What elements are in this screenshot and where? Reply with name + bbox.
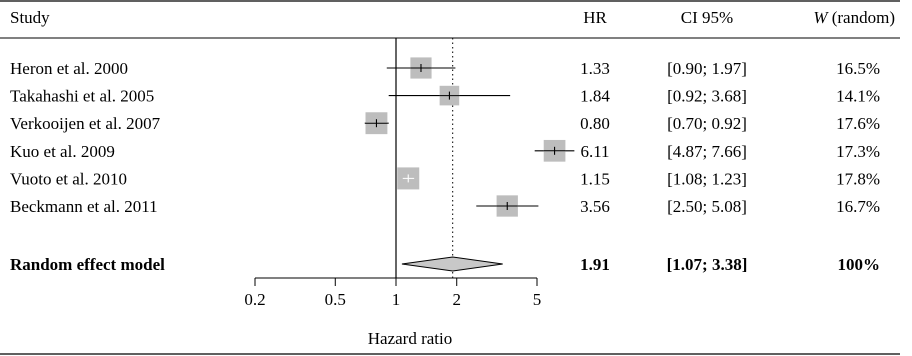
study-hr: 1.15 bbox=[580, 169, 610, 188]
study-hr: 1.84 bbox=[580, 87, 610, 106]
header-study: Study bbox=[10, 8, 50, 27]
study-weight: 17.3% bbox=[836, 142, 880, 161]
header-weight-rest: (random) bbox=[827, 8, 895, 27]
summary-ci: [1.07; 3.38] bbox=[667, 255, 748, 274]
study-ci: [1.08; 1.23] bbox=[667, 169, 747, 188]
study-hr: 3.56 bbox=[580, 197, 610, 216]
x-axis: 0.2 0.5 1 2 5 bbox=[244, 277, 542, 309]
study-name: Beckmann et al. 2011 bbox=[10, 197, 158, 216]
study-ci: [0.90; 1.97] bbox=[667, 59, 747, 78]
study-weight: 17.8% bbox=[836, 169, 880, 188]
study-ci: [0.92; 3.68] bbox=[667, 87, 747, 106]
x-tick-label: 0.5 bbox=[325, 290, 346, 309]
study-hr: 1.33 bbox=[580, 59, 610, 78]
x-tick-label: 0.2 bbox=[244, 290, 265, 309]
plot-rows: Heron et al. 2000 1.33 [0.90; 1.97] 16.5% Ta… bbox=[10, 57, 880, 274]
study-row: Vuoto et al. 2010 1.15 [1.08; 1.23] 17.8% bbox=[10, 167, 880, 190]
study-ci: [4.87; 7.66] bbox=[667, 142, 747, 161]
x-tick-label: 5 bbox=[533, 290, 542, 309]
study-ci: [2.50; 5.08] bbox=[667, 197, 747, 216]
summary-weight: 100% bbox=[838, 255, 881, 274]
study-weight: 17.6% bbox=[836, 114, 880, 133]
summary-diamond bbox=[401, 256, 503, 272]
header-ci: CI 95% bbox=[681, 8, 733, 27]
summary-name: Random effect model bbox=[10, 255, 165, 274]
study-hr: 6.11 bbox=[580, 142, 609, 161]
study-name: Verkooijen et al. 2007 bbox=[10, 114, 161, 133]
study-row: Heron et al. 2000 1.33 [0.90; 1.97] 16.5% bbox=[10, 57, 880, 79]
study-row: Takahashi et al. 2005 1.84 [0.92; 3.68] 14.… bbox=[10, 85, 880, 106]
plot-lines bbox=[395, 38, 454, 278]
study-name: Takahashi et al. 2005 bbox=[10, 87, 154, 106]
summary-row: Random effect model 1.91 [1.07; 3.38] 100% bbox=[10, 255, 880, 274]
study-row: Kuo et al. 2009 6.11 [4.87; 7.66] 17.3% bbox=[10, 139, 880, 162]
study-row: Beckmann et al. 2011 3.56 [2.50; 5.08] 16.7… bbox=[10, 195, 880, 217]
header-weight-italic: W bbox=[813, 8, 829, 27]
study-weight: 16.7% bbox=[836, 197, 880, 216]
study-name: Vuoto et al. 2010 bbox=[10, 169, 127, 188]
summary-hr: 1.91 bbox=[580, 255, 610, 274]
header-hr: HR bbox=[583, 8, 607, 27]
study-weight: 14.1% bbox=[836, 87, 880, 106]
x-tick-label: 2 bbox=[452, 290, 461, 309]
study-weight: 16.5% bbox=[836, 59, 880, 78]
study-name: Kuo et al. 2009 bbox=[10, 142, 115, 161]
header-weight: W (random) bbox=[813, 8, 895, 27]
study-name: Heron et al. 2000 bbox=[10, 59, 128, 78]
study-row: Verkooijen et al. 2007 0.80 [0.70; 0.92] 17… bbox=[10, 112, 880, 135]
x-axis-label: Hazard ratio bbox=[368, 329, 452, 348]
study-hr: 0.80 bbox=[580, 114, 610, 133]
x-tick-label: 1 bbox=[392, 290, 401, 309]
study-ci: [0.70; 0.92] bbox=[667, 114, 747, 133]
